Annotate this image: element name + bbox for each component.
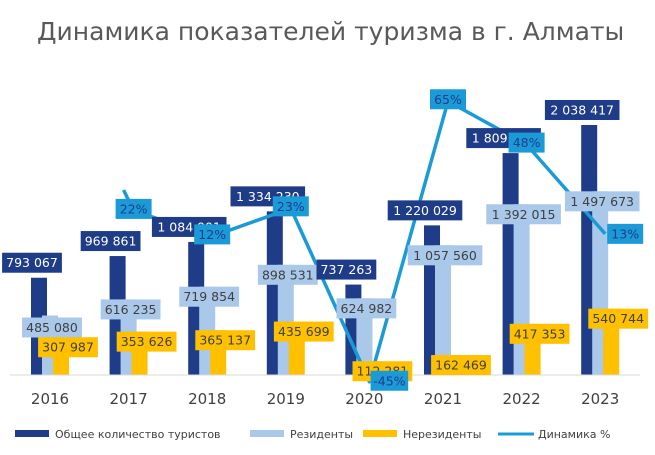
label-residents-2021: 1 057 560 <box>407 245 483 266</box>
legend-swatch-0 <box>15 430 49 437</box>
label-residents-2020: 624 982 <box>336 298 397 319</box>
legend-label-0: Общее количество туристов <box>55 428 221 441</box>
legend-item-1: Резиденты <box>250 428 353 441</box>
label-nonresidents-2018: 365 137 <box>195 330 256 351</box>
label-total-2023: 2 038 417 <box>544 100 620 120</box>
svg-text:793 067: 793 067 <box>6 255 58 270</box>
label-dynamics-2021: 65% <box>430 89 466 110</box>
label-total-2021: 1 220 029 <box>387 200 463 221</box>
label-nonresidents-2023: 540 744 <box>588 308 649 329</box>
chart-title: Динамика показателей туризма в г. Алматы <box>37 17 624 46</box>
label-residents-2016: 485 080 <box>22 317 82 338</box>
legend: Общее количество туристов Резиденты Нерези… <box>15 428 610 441</box>
svg-text:624 982: 624 982 <box>341 301 393 316</box>
label-nonresidents-2022: 417 353 <box>509 323 570 344</box>
svg-text:719 854: 719 854 <box>183 289 235 304</box>
label-total-2016: 793 067 <box>2 252 62 273</box>
legend-label-1: Резиденты <box>290 428 353 441</box>
svg-text:417 353: 417 353 <box>514 326 566 341</box>
x-tick-2022: 2022 <box>503 390 541 408</box>
label-dynamics-2018: 12% <box>194 224 231 245</box>
x-axis-ticks: 2016 2017 2018 2019 2020 2021 2022 2023 <box>31 390 619 408</box>
svg-text:307 987: 307 987 <box>42 340 94 355</box>
label-residents-2023: 1 497 673 <box>564 191 640 212</box>
svg-text:435 699: 435 699 <box>278 324 330 339</box>
svg-text:1 057 560: 1 057 560 <box>413 248 477 263</box>
label-residents-2019: 898 531 <box>257 264 318 285</box>
label-total-2017: 969 861 <box>80 231 141 252</box>
svg-text:48%: 48% <box>513 135 541 150</box>
label-residents-2018: 719 854 <box>179 286 240 307</box>
x-tick-2023: 2023 <box>581 390 619 408</box>
svg-text:12%: 12% <box>198 227 226 242</box>
label-nonresidents-2017: 353 626 <box>116 331 177 352</box>
label-dynamics-2022: 48% <box>508 132 545 153</box>
svg-text:616 235: 616 235 <box>105 302 157 317</box>
label-dynamics-2023: 13% <box>607 223 644 244</box>
label-nonresidents-2019: 435 699 <box>273 321 334 342</box>
x-tick-2016: 2016 <box>31 390 69 408</box>
x-tick-2018: 2018 <box>188 390 226 408</box>
label-nonresidents-2016: 307 987 <box>38 337 98 358</box>
svg-text:540 744: 540 744 <box>592 311 644 326</box>
legend-swatch-2 <box>363 430 397 437</box>
label-dynamics-2020: -45% <box>370 370 409 391</box>
svg-text:969 861: 969 861 <box>85 234 137 249</box>
svg-text:162 469: 162 469 <box>435 358 487 373</box>
svg-text:1 497 673: 1 497 673 <box>570 194 634 209</box>
data-labels-layer: 793 067 485 080 307 987 969 861 616 235 353 6… <box>2 89 649 391</box>
svg-text:485 080: 485 080 <box>26 320 78 335</box>
svg-text:737 263: 737 263 <box>321 262 373 277</box>
label-nonresidents-2021: 162 469 <box>431 355 491 376</box>
label-dynamics-2017: 22% <box>115 198 152 219</box>
x-tick-2020: 2020 <box>345 390 383 408</box>
svg-text:365 137: 365 137 <box>199 333 251 348</box>
bar-residents-2021 <box>435 245 451 375</box>
svg-text:22%: 22% <box>120 201 148 216</box>
legend-item-2: Нерезиденты <box>363 428 481 441</box>
svg-text:1 220 029: 1 220 029 <box>393 203 457 218</box>
x-tick-2021: 2021 <box>424 390 462 408</box>
svg-text:2 038 417: 2 038 417 <box>550 103 614 118</box>
svg-text:353 626: 353 626 <box>121 334 173 349</box>
label-residents-2022: 1 392 015 <box>486 204 561 225</box>
svg-text:65%: 65% <box>434 92 462 107</box>
legend-item-3: Динамика % <box>498 428 610 441</box>
legend-label-3: Динамика % <box>538 428 610 441</box>
label-dynamics-2019: 23% <box>272 196 309 217</box>
legend-item-0: Общее количество туристов <box>15 428 221 441</box>
x-tick-2019: 2019 <box>267 390 305 408</box>
label-total-2020: 737 263 <box>316 259 377 280</box>
svg-text:898 531: 898 531 <box>262 267 314 282</box>
legend-label-2: Нерезиденты <box>403 428 481 441</box>
x-tick-2017: 2017 <box>110 390 148 408</box>
svg-text:13%: 13% <box>611 226 639 241</box>
svg-text:-45%: -45% <box>373 373 405 388</box>
svg-text:1 392 015: 1 392 015 <box>492 207 556 222</box>
svg-text:23%: 23% <box>277 199 305 214</box>
legend-swatch-1 <box>250 430 284 437</box>
label-residents-2017: 616 235 <box>100 299 161 320</box>
